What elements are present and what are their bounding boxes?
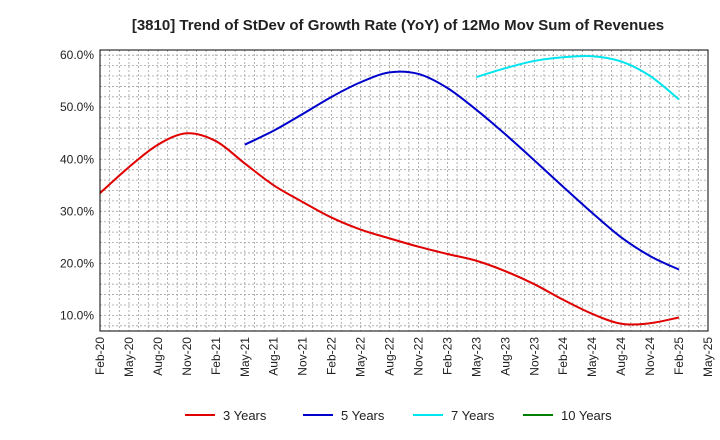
x-tick-label: Nov-22 <box>411 337 425 376</box>
x-tick-label: Feb-24 <box>556 337 570 375</box>
x-tick-label: Aug-23 <box>498 337 512 376</box>
x-tick-label: Aug-21 <box>267 337 281 376</box>
chart-title: [3810] Trend of StDev of Growth Rate (Yo… <box>132 17 664 34</box>
x-tick-label: Aug-24 <box>614 337 628 376</box>
grid <box>100 50 708 331</box>
x-tick-label: Nov-21 <box>296 337 310 376</box>
y-tick-label: 30.0% <box>60 204 94 218</box>
x-axis-ticks: Feb-20 May-20 Aug-20 Nov-20 Feb-21 May-21 Aug-… <box>93 337 715 377</box>
x-tick-label: May-23 <box>469 337 483 377</box>
legend: 3 Years 5 Years 7 Years 10 Years <box>185 408 612 423</box>
x-tick-label: Aug-20 <box>151 337 165 376</box>
x-tick-label: May-20 <box>122 337 136 377</box>
series-line-7-years <box>476 55 680 101</box>
y-axis-ticks: 10.0% 20.0% 30.0% 40.0% 50.0% 60.0% <box>60 48 94 322</box>
x-tick-label: May-21 <box>238 337 252 377</box>
x-tick-label: Feb-25 <box>672 337 686 375</box>
x-tick-label: Feb-22 <box>325 337 339 375</box>
series-line-3-years <box>99 132 680 326</box>
x-tick-label: Feb-23 <box>440 337 454 375</box>
y-tick-label: 50.0% <box>60 100 94 114</box>
y-tick-label: 10.0% <box>60 308 94 322</box>
y-tick-label: 60.0% <box>60 48 94 62</box>
x-tick-label: May-22 <box>354 337 368 377</box>
legend-label: 3 Years <box>223 408 267 423</box>
x-tick-label: Feb-21 <box>209 337 223 375</box>
legend-label: 10 Years <box>561 408 612 423</box>
x-tick-label: Nov-24 <box>643 337 657 376</box>
x-tick-label: May-25 <box>701 337 715 377</box>
x-tick-label: Nov-23 <box>527 337 541 376</box>
x-tick-label: Nov-20 <box>180 337 194 376</box>
x-tick-label: Feb-20 <box>93 337 107 375</box>
legend-label: 7 Years <box>451 408 495 423</box>
series-lines <box>99 55 680 326</box>
x-tick-label: May-24 <box>585 337 599 377</box>
y-tick-label: 40.0% <box>60 152 94 166</box>
plot-area <box>99 49 709 332</box>
series-line-5-years <box>244 70 680 271</box>
legend-label: 5 Years <box>341 408 385 423</box>
y-tick-label: 20.0% <box>60 256 94 270</box>
x-tick-label: Aug-22 <box>383 337 397 376</box>
